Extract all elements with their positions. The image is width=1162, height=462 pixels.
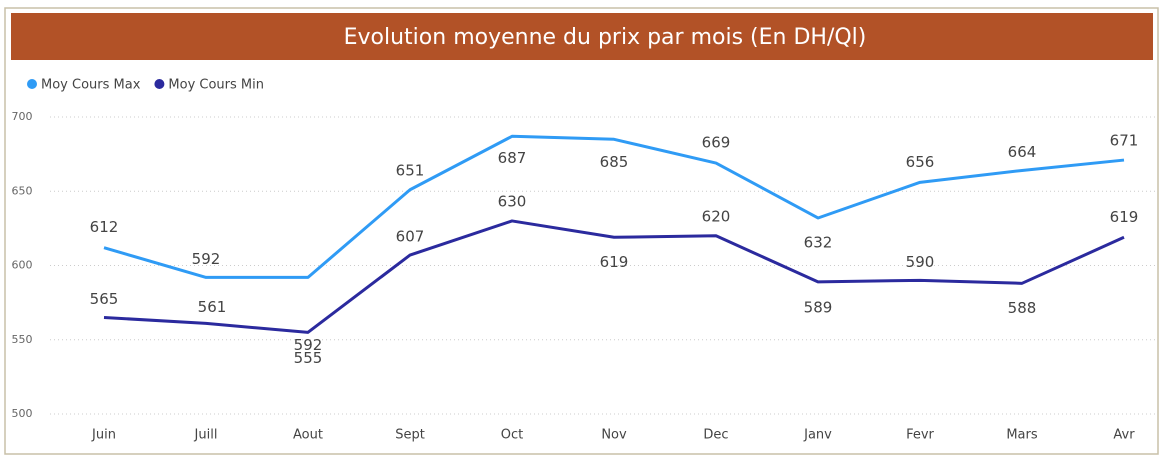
data-label: 669 <box>702 134 731 152</box>
data-label: 632 <box>804 233 833 251</box>
legend-label: Moy Cours Max <box>41 78 141 93</box>
data-label: 651 <box>396 161 425 179</box>
y-tick-label: 500 <box>12 407 33 420</box>
series-line <box>103 134 1125 279</box>
y-tick-label: 700 <box>12 110 33 123</box>
chart-title: Evolution moyenne du prix par mois (En D… <box>344 25 867 50</box>
data-label: 620 <box>702 207 731 225</box>
data-label: 656 <box>906 153 935 171</box>
data-label: 589 <box>804 298 833 316</box>
legend-marker <box>154 79 165 89</box>
series-line <box>103 219 1125 334</box>
data-label: 612 <box>90 218 119 236</box>
data-label: 565 <box>90 290 119 308</box>
x-tick-label: Juill <box>194 428 218 443</box>
data-label: 619 <box>1110 208 1139 226</box>
x-tick-label: Fevr <box>906 428 934 443</box>
data-label: 590 <box>906 253 935 271</box>
data-label: 555 <box>294 349 323 367</box>
data-label: 664 <box>1008 143 1037 161</box>
legend-marker <box>27 79 37 89</box>
x-tick-label: Juin <box>91 428 116 443</box>
data-label: 592 <box>192 250 221 268</box>
y-tick-label: 650 <box>12 184 33 197</box>
x-tick-label: Sept <box>395 428 425 443</box>
data-label: 592 <box>294 336 323 354</box>
x-tick-label: Nov <box>601 428 627 443</box>
y-tick-label: 550 <box>12 333 33 346</box>
x-tick-label: Mars <box>1006 428 1038 443</box>
x-tick-label: Dec <box>703 428 728 443</box>
x-tick-label: Oct <box>501 428 523 443</box>
data-label: 630 <box>498 192 527 210</box>
y-tick-label: 600 <box>12 259 33 272</box>
x-tick-label: Aout <box>293 428 323 443</box>
x-tick-label: Janv <box>803 428 832 443</box>
data-label: 687 <box>498 149 527 167</box>
data-label: 588 <box>1008 299 1037 317</box>
data-label: 561 <box>198 298 227 316</box>
title-bar <box>11 13 1153 60</box>
x-tick-label: Avr <box>1113 428 1135 443</box>
data-label: 607 <box>396 228 425 246</box>
data-label: 619 <box>600 253 629 271</box>
legend-label: Moy Cours Min <box>168 78 264 93</box>
data-label: 685 <box>600 153 629 171</box>
data-label: 671 <box>1110 132 1139 150</box>
